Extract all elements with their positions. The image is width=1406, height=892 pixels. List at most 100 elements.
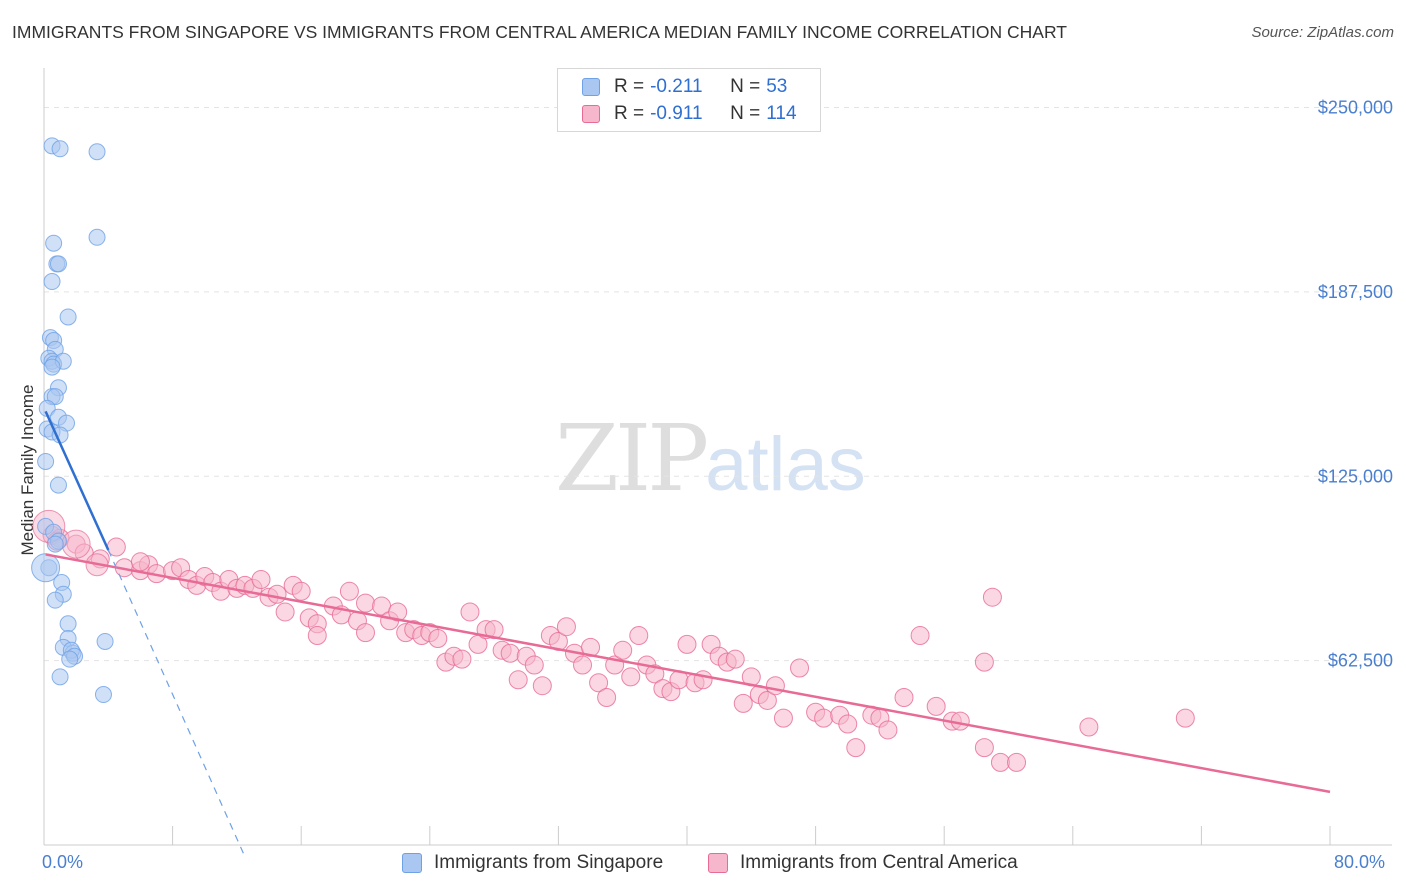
data-point <box>356 593 375 613</box>
data-point <box>46 388 64 406</box>
data-point <box>31 553 61 583</box>
legend-r-label: R = <box>614 103 645 124</box>
data-point <box>950 711 970 731</box>
watermark-zip: ZIP <box>555 405 709 512</box>
watermark-atlas: atlas <box>705 422 866 507</box>
data-point <box>556 617 576 637</box>
bottom-legend-label-central-america: Immigrants from Central America <box>740 852 1018 873</box>
data-point <box>524 655 544 675</box>
y-tick-label: $187,500 <box>1318 282 1393 302</box>
data-point <box>573 655 593 675</box>
data-point <box>307 626 327 646</box>
data-point <box>43 273 61 291</box>
trend-lines <box>44 410 1331 858</box>
y-tick-label: $62,500 <box>1328 651 1393 671</box>
data-point <box>733 693 753 713</box>
data-point <box>677 634 697 654</box>
y-tick-labels: $62,500 $125,000 $187,500 $250,000 <box>1318 98 1393 671</box>
singapore-trend-line <box>44 410 110 551</box>
data-point <box>46 535 64 553</box>
data-point <box>597 688 617 707</box>
data-point <box>757 690 777 710</box>
y-tick-label: $250,000 <box>1318 98 1393 118</box>
bottom-legend-central-america: Immigrants from Central America <box>708 852 1018 874</box>
axes <box>43 68 1392 846</box>
data-point <box>773 708 793 728</box>
legend-n-label: N = <box>730 103 761 124</box>
data-point <box>251 570 271 589</box>
data-point <box>974 652 994 672</box>
x-tick-label-max: 80.0% <box>1334 852 1386 872</box>
data-point <box>49 255 67 273</box>
correlation-legend: R = -0.211 N = 53 R = -0.911 N = 114 <box>557 68 821 132</box>
data-point <box>910 626 930 646</box>
data-point <box>61 650 79 668</box>
data-point <box>982 587 1002 607</box>
data-point <box>43 358 61 376</box>
legend-r-label: R = <box>614 76 645 97</box>
central-america-points <box>32 509 1195 772</box>
data-point <box>878 720 898 740</box>
legend-r-value: -0.211 <box>650 76 703 97</box>
legend-row-central-america: R = -0.911 N = 114 <box>582 102 813 126</box>
data-point <box>291 581 311 601</box>
data-point <box>621 667 641 687</box>
data-point <box>51 140 69 158</box>
singapore-points <box>31 137 114 704</box>
data-point <box>814 708 834 728</box>
bottom-legend-label-singapore: Immigrants from Singapore <box>434 852 664 873</box>
y-tick-label: $125,000 <box>1318 466 1393 486</box>
source-label: Source: ZipAtlas.com <box>1251 24 1394 41</box>
data-point <box>452 649 472 669</box>
data-point <box>790 658 810 678</box>
central-america-trend-line <box>45 553 1331 794</box>
data-point <box>846 738 866 758</box>
data-point <box>725 649 745 669</box>
data-point <box>765 676 785 696</box>
data-point <box>484 620 504 640</box>
data-point <box>45 234 63 252</box>
chart-title: IMMIGRANTS FROM SINGAPORE VS IMMIGRANTS … <box>12 22 1067 42</box>
data-point <box>339 581 359 601</box>
data-point <box>838 714 858 734</box>
data-point <box>974 738 994 758</box>
data-point <box>1079 717 1099 737</box>
data-point <box>613 640 633 660</box>
data-point <box>94 686 112 704</box>
data-point <box>130 552 150 572</box>
data-point <box>49 476 67 494</box>
data-point <box>629 626 649 646</box>
data-point <box>926 696 946 716</box>
data-point <box>59 308 77 326</box>
data-point <box>589 673 609 693</box>
data-point <box>500 643 520 663</box>
legend-swatch-central-america <box>582 105 600 123</box>
data-point <box>990 752 1010 772</box>
data-point <box>428 629 448 648</box>
data-point <box>1007 752 1027 772</box>
data-point <box>645 664 665 684</box>
bottom-legend-singapore: Immigrants from Singapore <box>402 852 663 874</box>
legend-n-value: 114 <box>766 103 797 124</box>
x-tick-label-min: 0.0% <box>42 852 84 872</box>
data-point <box>508 670 528 690</box>
data-point <box>96 632 114 650</box>
data-point <box>88 228 106 246</box>
data-point <box>460 602 480 622</box>
legend-n-label: N = <box>730 76 761 97</box>
bottom-legend-swatch-singapore <box>402 853 422 873</box>
data-point <box>894 688 914 707</box>
data-point <box>693 670 713 690</box>
legend-row-singapore: R = -0.211 N = 53 <box>582 75 803 99</box>
data-point <box>267 584 287 604</box>
legend-r-value: -0.911 <box>650 103 703 124</box>
legend-swatch-singapore <box>582 78 600 96</box>
data-point <box>388 602 408 622</box>
data-point <box>46 591 64 609</box>
data-point <box>37 453 55 470</box>
data-point <box>1175 708 1195 728</box>
legend-n-value: 53 <box>766 76 788 97</box>
data-point <box>51 668 69 686</box>
data-point <box>356 623 375 643</box>
